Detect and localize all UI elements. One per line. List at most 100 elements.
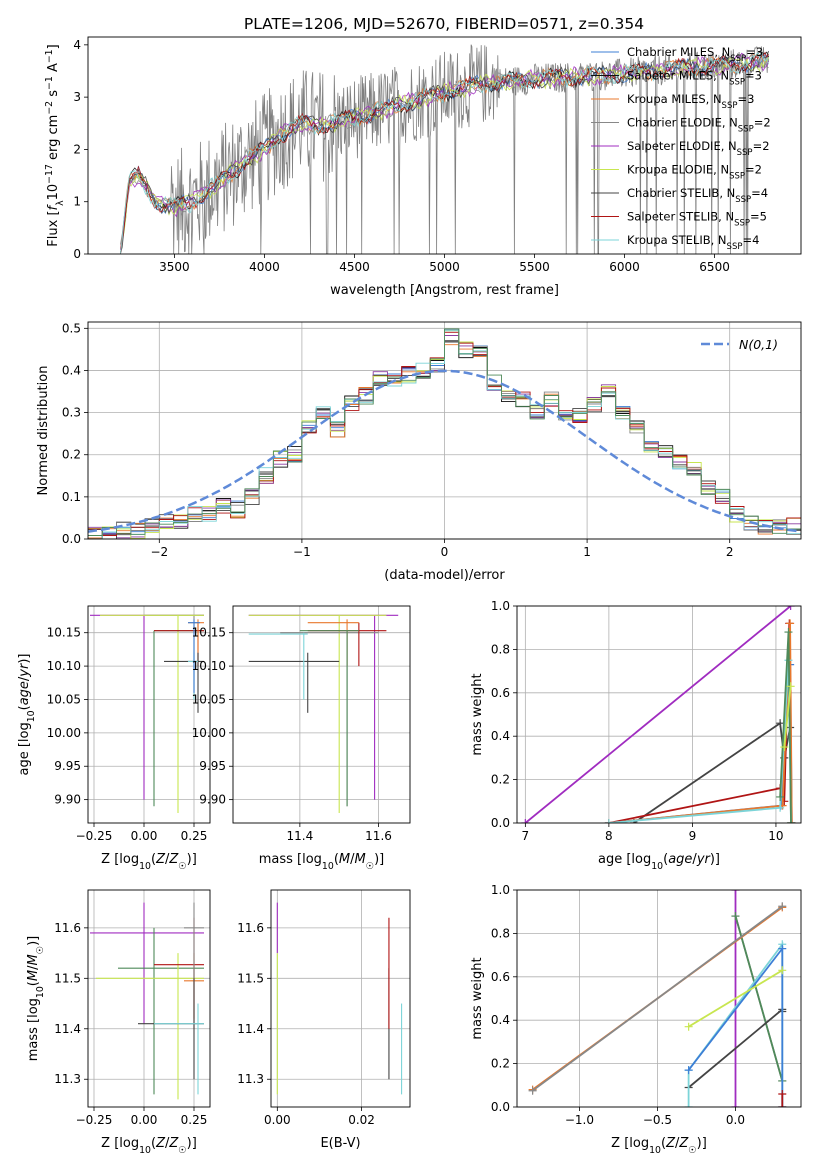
legend-entry: Kroupa MILES, NSSP=3 [627,92,754,111]
axis-label-part: 10 [46,184,61,201]
x-tick-label: 9 [689,829,697,843]
mass-weight-marker [684,1066,693,1075]
axis-label-part: −17 [44,164,55,184]
y-tick-label: 0.3 [62,406,81,420]
y-tick-label: 0.0 [491,816,510,830]
y-tick-label: 10.05 [47,692,81,706]
x-tick-label: 2 [726,545,734,559]
model-spectrum-line [120,51,769,254]
axis-label-part: Z [log [611,1136,649,1151]
legend-sub: SSP [730,54,746,64]
mass-weight-marker [778,902,787,911]
axis-label-part: A [46,63,61,76]
plot-area [120,44,769,254]
axis-label-part: erg cm [46,115,61,164]
axis-label-part: ( [26,981,41,986]
y-tick-label: 11.6 [237,921,264,935]
y-tick-label: 10.15 [192,626,226,640]
axis-label-part: λ [55,200,66,206]
legend-sub: SSP [735,195,751,205]
x-tick-label: 5000 [429,260,460,274]
y-tick-label: 0.2 [491,773,510,787]
axis-label-part: )] [187,1136,197,1151]
y-tick-label: 11.4 [237,1022,264,1036]
axis-label-part: ( [151,1136,156,1151]
y-tick-label: 1.0 [491,599,510,613]
axes-frame [516,605,802,824]
legend-sub: SSP [738,125,754,135]
axis-label-part: (data-model)/error [384,568,505,583]
axis-label-part: / [692,852,697,867]
y-tick-label: 11.3 [54,1072,81,1086]
x-tick-label: 4000 [249,260,280,274]
legend-entry: Chabrier MILES, NSSP=3 [627,45,763,64]
axis-label: mass [log10(M/M☉)] [26,936,46,1062]
mass-weight-line [734,915,784,1082]
axis-label-part: s [46,90,61,101]
axis-label-part: −2 [44,101,55,115]
mass-weight-line [688,969,783,1028]
y-tick-label: 10.00 [47,726,81,740]
mass-weight-marker [778,944,787,953]
axis-label-part: ( [17,705,32,710]
x-tick-label: 0.02 [348,1113,375,1127]
legend-series-name: Salpeter MILES, N [627,69,729,83]
x-tick-label: 0 [441,545,449,559]
axes-frame [87,889,211,1108]
y-tick-label: 11.4 [54,1022,81,1036]
axis-label-part: ] [46,44,61,49]
y-tick-label: 1.0 [491,883,510,897]
mass-weight-marker [778,1103,787,1107]
axis-label-part: −1 [44,49,55,63]
legend-series-name: Chabrier ELODIE, N [627,116,738,130]
axis-label-part: mass [log [259,852,322,867]
x-tick-label: −2 [150,545,168,559]
axis-label-part: −1 [44,76,55,90]
mass-weight-marker [778,966,787,975]
plot-area [528,890,787,1107]
axis-label: age [log10(age/yr)] [17,653,37,775]
axis-label: Normed distribution [36,366,51,496]
axis-label-part: Z [665,1136,676,1151]
y-tick-label: 9.90 [199,793,226,807]
axes-frame [87,605,211,824]
axis-label-part: age [log [598,852,651,867]
axis-label: wavelength [Angstrom, rest frame] [330,283,559,298]
axis-label-part: 10 [139,861,151,872]
age-vs-metallicity-panel: −0.25 0.00 0.25 9.90 9.95 10.00 10.05 10.10 10.1… [17,605,211,872]
axis-label-part: ( [334,852,339,867]
y-tick-label: 2 [73,142,81,156]
axis-label-part: ☉ [178,861,186,872]
axis-label: Z [log10(Z/Z☉)] [101,1136,197,1156]
y-tick-label: 0.5 [62,321,81,335]
y-tick-label: 0.0 [62,532,81,546]
legend-nssp: =2 [745,163,762,177]
axis-label-part: Z [log [101,1136,139,1151]
y-tick-label: 0.2 [491,1057,510,1071]
axis-label-part: Z [678,1136,689,1151]
residuals-panel: −2 −1 0 1 2 0.0 0.1 0.2 0.3 0.4 0.5 N(0,1) (data-mod… [36,321,802,583]
mass-vs-ebv-panel: 0.00 0.02 11.3 11.4 11.5 11.6 E(B-V) [237,889,411,1151]
axis-label-part: Z [155,1136,166,1151]
y-tick-label: 0.4 [491,729,510,743]
legend-series-name: Chabrier MILES, N [627,45,730,59]
age-vs-mass-panel: 11.4 11.6 9.90 9.95 10.00 10.05 10.10 10.15 mass… [192,605,411,872]
y-tick-label: 0.0 [491,1100,510,1114]
y-tick-label: 4 [73,38,81,52]
axis-label-part: M [355,852,366,867]
legend-sub: SSP [734,219,750,229]
spectrum-panel: 3500 4000 4500 5000 5500 6000 6500 0 1 2 3 4 Chabrie… [44,36,802,298]
mass-weight-marker [528,1086,537,1095]
mass-weight-marker [521,819,530,823]
legend-series-name: Salpeter STELIB, N [627,210,734,224]
y-tick-label: 0 [73,247,81,261]
legend-nssp: =3 [745,69,762,83]
y-tick-label: 0.4 [491,1013,510,1027]
axis-label-part: Flux [ [46,210,61,246]
mass-weight-marker [776,803,785,812]
axis-label-part: )] [710,852,720,867]
mass-weight-line [524,606,792,823]
axis-label-part: )] [187,852,197,867]
axes-frame [232,605,411,824]
